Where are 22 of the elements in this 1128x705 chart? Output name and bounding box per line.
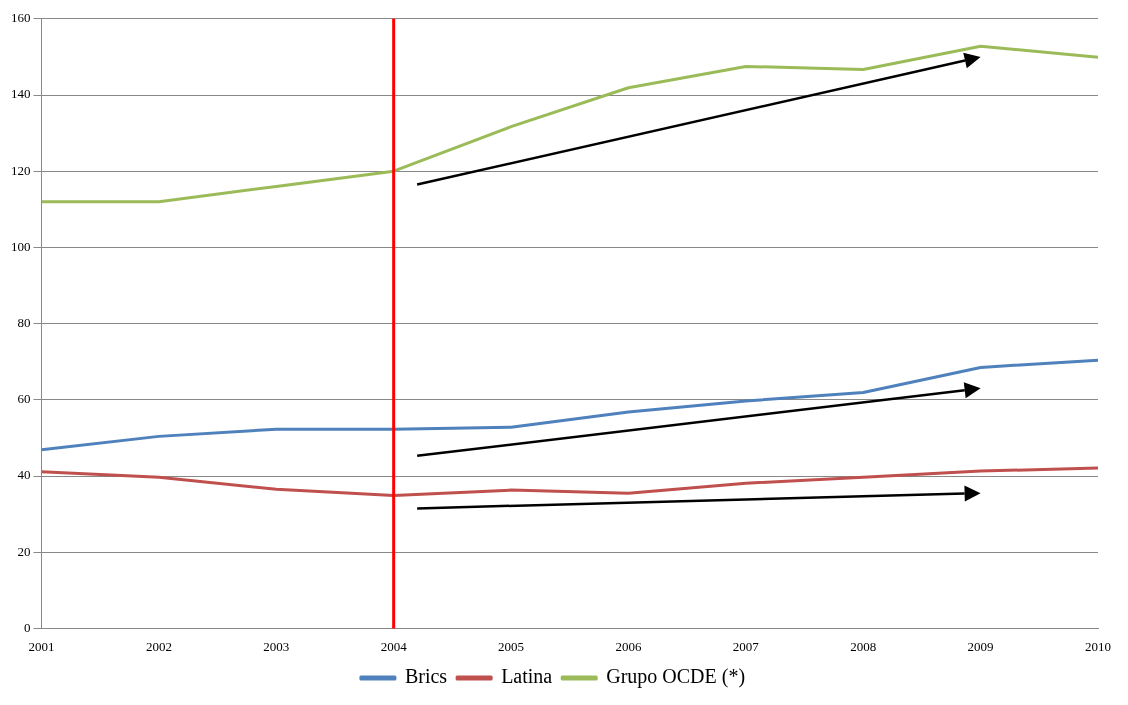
x-tick-label: 2002 <box>145 638 172 654</box>
x-tick-label: 2001 <box>28 638 55 654</box>
x-tick-label: 2005 <box>498 638 525 654</box>
y-tick-label: 120 <box>11 162 31 178</box>
x-tick-label: 2006 <box>615 638 642 654</box>
legend-label: Grupo OCDE (*) <box>606 665 746 689</box>
y-tick-label: 60 <box>17 391 31 407</box>
x-tick-label: 2009 <box>967 638 994 654</box>
legend-label: Brics <box>404 665 448 688</box>
y-tick-label: 80 <box>17 315 31 331</box>
y-tick-label: 160 <box>11 10 31 26</box>
x-tick-label: 2004 <box>380 638 408 654</box>
y-tick-label: 0 <box>24 619 31 635</box>
x-tick-label: 2003 <box>263 638 290 654</box>
y-tick-label: 100 <box>11 238 31 254</box>
x-tick-label: 2008 <box>850 638 877 654</box>
y-tick-label: 20 <box>17 543 31 559</box>
x-tick-label: 2010 <box>1085 638 1111 654</box>
y-tick-label: 40 <box>17 467 31 483</box>
x-tick-label: 2007 <box>732 638 760 654</box>
y-tick-label: 140 <box>11 86 31 102</box>
legend-label: Latina <box>501 665 553 688</box>
